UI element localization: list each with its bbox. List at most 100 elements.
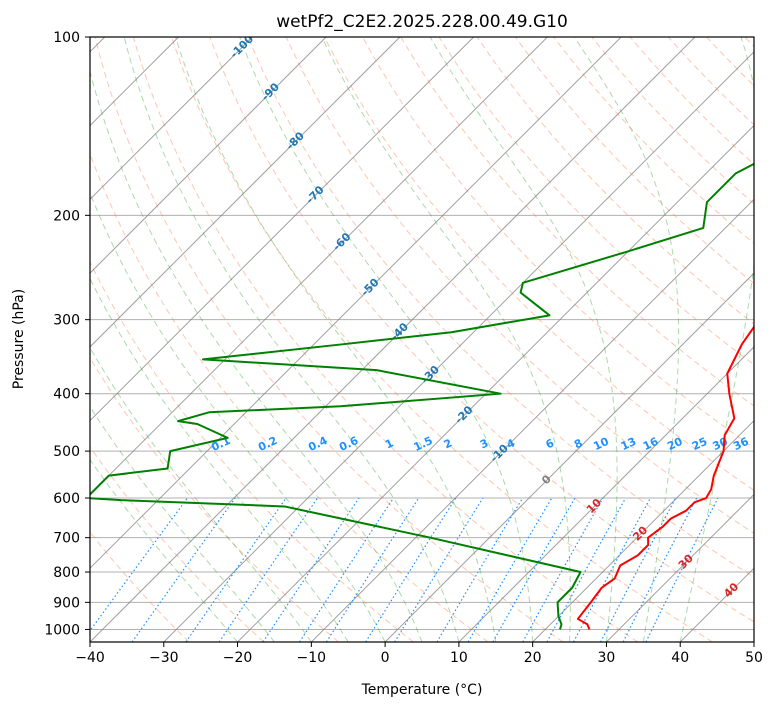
background-lines [90,37,754,642]
dry-adiabat [171,37,713,642]
isotherm-label: 0 [539,472,554,487]
dewpoint-profile-line [90,162,754,630]
isotherm-line [532,419,754,642]
x-tick-label: 20 [524,650,542,666]
mixing-ratio-line [394,497,484,642]
profile-lines [90,162,754,630]
x-tick-label: 30 [598,650,616,666]
moist-adiabat [123,37,460,642]
isotherm-line [90,37,401,348]
x-tick-label: −30 [149,650,179,666]
dry-adiabat [247,37,754,578]
isotherm-line [90,37,253,201]
dry-adiabat [285,37,754,534]
isotherm-line [384,272,754,642]
mixing-ratio-label: 36 [731,435,751,453]
x-tick-label: −20 [223,650,253,666]
isotherm-line [679,567,754,642]
mixing-ratio-label: 20 [665,435,685,453]
dry-adiabat [744,37,754,48]
isotherm-line [90,37,622,569]
moist-adiabat [90,69,423,642]
x-tick-label: −10 [297,650,327,666]
chart-title: wetPf2_C2E2.2025.228.00.49.G10 [276,12,568,32]
dry-adiabat [90,356,339,642]
mixing-ratio-line [325,497,420,642]
y-tick-label: 200 [53,208,80,224]
isotherm-line [90,37,327,274]
mixing-ratio-label: 2 [442,436,454,451]
y-tick-label: 500 [53,444,80,460]
isotherm-label: 10 [584,496,604,516]
isotherm-line [310,198,754,642]
y-axis-label: Pressure (hPa) [11,289,27,389]
y-tick-label: 400 [53,387,80,403]
isotherm-line [753,641,754,642]
moist-adiabat [90,191,386,642]
dry-adiabat [438,37,754,366]
x-tick-label: 10 [450,650,468,666]
y-tick-label: 300 [53,313,80,329]
x-tick-label: 40 [671,650,689,666]
moist-adiabat [239,37,534,642]
y-tick-label: 700 [53,531,80,547]
mixing-ratio-line [436,497,524,642]
mixing-ratio-line [600,497,677,642]
dry-adiabat [90,152,489,642]
moist-adiabat [573,37,680,642]
mixing-ratio-label: 10 [591,435,611,453]
isotherm-label: 30 [676,552,696,572]
mixing-ratio-label: 16 [641,435,661,453]
axes: −40 −30 −20 −10 0 10 20 30 40 5010020030040050060… [44,30,763,666]
mixing-ratio-line [645,497,719,642]
mixing-ratio-line [262,497,360,642]
dry-adiabat [132,37,639,642]
isotherm-line [237,124,754,642]
mixing-ratio-line [90,497,188,632]
mixing-ratio-line [218,497,319,642]
dry-adiabat [476,37,754,325]
isotherm-line [90,37,548,496]
y-tick-label: 1000 [44,622,80,638]
moist-adiabat [321,37,571,642]
dry-adiabat [706,37,754,87]
dry-adiabat [90,446,265,642]
isotherm-line [90,37,475,422]
dry-adiabat [90,531,190,642]
x-tick-label: 50 [745,650,763,666]
moist-adiabat [90,277,349,642]
moist-adiabat [90,405,275,642]
dry-adiabat [323,37,754,491]
y-tick-label: 100 [53,30,80,46]
isotherm-label: -60 [330,230,353,253]
moist-adiabat [175,37,497,642]
mixing-ratio-label: 6 [544,436,557,451]
y-tick-label: 600 [53,491,80,507]
x-tick-label: 0 [381,650,390,666]
y-tick-label: 800 [53,565,80,581]
moist-adiabat [90,346,312,642]
mixing-ratio-label: 30 [711,435,731,453]
mixing-ratio-line [622,497,698,642]
isotherm-line [458,346,754,642]
dry-adiabat [209,37,754,623]
isotherm-line [606,493,754,642]
mixing-ratio-line [131,497,236,642]
dry-adiabat [629,37,754,165]
x-axis-label: Temperature (°C) [361,682,483,698]
x-tick-label: −40 [75,650,105,666]
dry-adiabat [94,37,564,642]
y-tick-label: 900 [53,595,80,611]
isotherm-line [163,51,754,642]
temperature-profile-line [576,325,754,630]
mixing-ratio-label: 25 [690,435,709,453]
dry-adiabat [553,37,754,245]
dry-adiabat [667,37,754,126]
mixing-ratio-line [365,497,457,642]
mixing-ratio-line [467,497,553,642]
moist-adiabat [90,458,238,642]
mixing-ratio-label: 13 [619,435,638,453]
moist-adiabat [679,37,754,642]
dry-adiabat [515,37,754,285]
